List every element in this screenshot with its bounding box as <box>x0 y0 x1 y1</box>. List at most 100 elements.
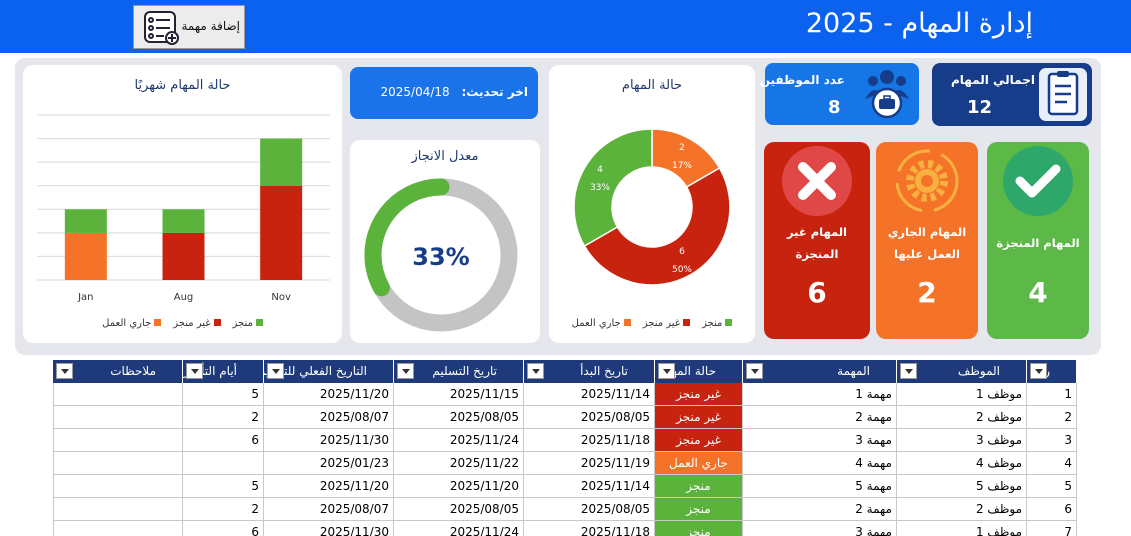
table-cell: 5 <box>183 383 264 406</box>
table-cell: 6 <box>1027 498 1077 521</box>
table-cell: مهمة 3 <box>743 521 897 536</box>
table-cell: 3 <box>1027 429 1077 452</box>
filter-button[interactable] <box>267 363 284 379</box>
column-header: حالة المهمة <box>655 360 743 383</box>
kpi-icon <box>865 70 909 119</box>
legend-swatch <box>725 319 733 326</box>
table-cell: 2025/11/19 <box>524 452 655 475</box>
kpi-label: اجمالي المهام <box>950 73 1035 87</box>
status-chart-card: حالة المهام 2 17% 6 50% 4 33% منجز غير منجز جار… <box>549 65 755 343</box>
legend-item: جاري العمل <box>572 318 631 329</box>
table-cell: 2025/11/14 <box>524 475 655 498</box>
chart-title: معدل الانجاز <box>411 149 479 164</box>
gauge-card: معدل الانجاز 33% <box>350 140 540 343</box>
bar-segment <box>64 232 107 280</box>
column-header: تاريخ التسليم <box>394 360 524 383</box>
status-icon <box>782 146 852 216</box>
gauge-arc <box>364 178 450 297</box>
legend-label: جاري العمل <box>102 318 152 329</box>
kpi-value: 8 <box>828 97 841 118</box>
filter-button[interactable] <box>186 363 203 379</box>
table-cell <box>53 452 183 475</box>
legend-item: منجز <box>702 318 733 329</box>
column-header: الموظف <box>897 360 1027 383</box>
slice-value: 2 <box>679 143 685 153</box>
filter-button[interactable] <box>900 363 917 379</box>
table-cell: موظف 1 <box>897 521 1027 536</box>
table-cell: 2 <box>1027 406 1077 429</box>
x-tick-label: Aug <box>174 292 194 303</box>
table-cell <box>53 498 183 521</box>
kpi-icon <box>1039 68 1087 121</box>
status-label: المهام الجاري العمل عليها <box>887 225 967 261</box>
legend-label: غير منجز <box>642 318 681 329</box>
filter-button[interactable] <box>56 363 73 379</box>
x-tick-label: Nov <box>271 292 291 303</box>
table-cell: 2025/11/20 <box>264 383 394 406</box>
status-cell: منجز <box>655 521 743 536</box>
table-cell: 2025/11/24 <box>394 521 524 536</box>
page-title: إدارة المهام - 2025 <box>805 8 1033 39</box>
table-cell: 2025/11/22 <box>394 452 524 475</box>
table-cell: 2025/11/20 <box>264 475 394 498</box>
table-cell <box>53 429 183 452</box>
table-cell <box>53 475 183 498</box>
column-header: رقم <box>1027 360 1077 383</box>
chart-title: حالة المهام شهريًا <box>134 78 231 93</box>
table-cell: 2025/11/24 <box>394 429 524 452</box>
status-cell: غير منجز <box>655 406 743 429</box>
table-cell: 2025/08/05 <box>394 406 524 429</box>
add-task-button[interactable]: إضافة مهمة <box>133 5 245 49</box>
status-cell: جاري العمل <box>655 452 743 475</box>
slice-percent: 17% <box>672 161 692 171</box>
filter-button[interactable] <box>1030 363 1047 379</box>
slice-value: 4 <box>597 165 603 175</box>
legend-swatch <box>213 319 221 326</box>
filter-button[interactable] <box>527 363 544 379</box>
table-cell: 4 <box>1027 452 1077 475</box>
legend-item: منجز <box>233 318 263 329</box>
kpi-value: 12 <box>967 97 993 118</box>
column-header: أيام التأخير <box>183 360 264 383</box>
legend-swatch <box>683 319 691 326</box>
status-value: 2 <box>917 276 937 309</box>
status-label: المهام غير المنجزة <box>786 225 847 261</box>
table-cell: 2025/11/18 <box>524 521 655 536</box>
legend-swatch <box>255 319 263 326</box>
x-tick-label: Jan <box>77 292 93 303</box>
status-card: المهام غير المنجزة 6 <box>764 142 870 339</box>
legend: منجز غير منجز جاري العمل <box>23 318 342 329</box>
table-cell: موظف 5 <box>897 475 1027 498</box>
donut-chart: 2 17% 6 50% 4 33% <box>573 128 731 286</box>
filter-button[interactable] <box>746 363 763 379</box>
legend-label: منجز <box>702 318 723 329</box>
column-header: المهمة <box>743 360 897 383</box>
filter-button[interactable] <box>397 363 414 379</box>
filter-button[interactable] <box>658 363 675 379</box>
status-cell: غير منجز <box>655 383 743 406</box>
table-cell: 2025/11/30 <box>264 521 394 536</box>
column-header: تاريخ البدأ <box>524 360 655 383</box>
column-header: التاريخ الفعلي للتسليم <box>264 360 394 383</box>
table-cell: مهمة 1 <box>743 383 897 406</box>
kpi-card: عدد الموظفين 8 <box>760 63 919 125</box>
table-cell: مهمة 3 <box>743 429 897 452</box>
table-cell: 5 <box>1027 475 1077 498</box>
table-cell <box>53 521 183 536</box>
table-cell: موظف 3 <box>897 429 1027 452</box>
legend-item: غير منجز <box>173 318 221 329</box>
bar-segment <box>260 185 303 280</box>
table-cell: 2025/08/07 <box>264 406 394 429</box>
donut-slice <box>583 166 731 286</box>
legend-label: غير منجز <box>173 318 211 329</box>
table-cell: 2025/08/07 <box>264 498 394 521</box>
monthly-chart-card: حالة المهام شهريًا Jan Aug Nov منجز غير منج… <box>23 65 342 343</box>
table-cell: 2 <box>183 498 264 521</box>
status-icon <box>895 149 959 213</box>
button-label[interactable]: إضافة مهمة <box>181 19 241 33</box>
legend-label: جاري العمل <box>571 318 621 329</box>
table-cell: 2025/08/05 <box>524 406 655 429</box>
kpi-label: عدد الموظفين <box>759 73 845 87</box>
status-cell: منجز <box>655 475 743 498</box>
